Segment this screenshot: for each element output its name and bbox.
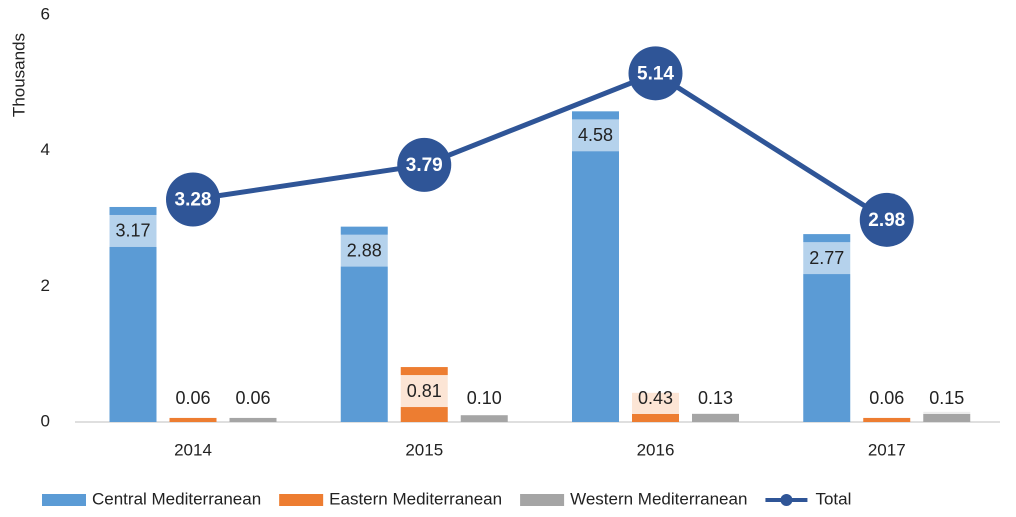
- data-label: 3.79: [406, 155, 443, 176]
- x-tick-label: 2016: [637, 440, 675, 459]
- data-label-box: [164, 382, 222, 414]
- legend-swatch: [279, 494, 324, 506]
- data-label: 2.88: [347, 240, 382, 260]
- bar: [460, 415, 508, 422]
- data-label-box: [797, 242, 856, 275]
- data-label: 0.13: [698, 388, 733, 408]
- data-label-box: [395, 375, 454, 408]
- legend-label: Eastern Mediterranean: [329, 489, 502, 508]
- legend-swatch: [520, 494, 565, 506]
- y-tick-label: 6: [41, 4, 50, 23]
- legend-label: Western Mediterranean: [570, 489, 747, 508]
- data-label-box: [455, 382, 514, 414]
- legend-swatch: [780, 494, 793, 506]
- legend-label: Total: [815, 489, 851, 508]
- y-tick-label: 2: [41, 276, 50, 295]
- x-tick-label: 2015: [405, 440, 443, 459]
- data-label-box: [335, 234, 394, 267]
- data-label: 4.58: [578, 125, 613, 145]
- bar: [169, 417, 217, 422]
- data-label-box: [917, 382, 976, 414]
- line: [192, 70, 889, 222]
- data-label: 0.06: [869, 388, 904, 408]
- data-label-box: [104, 214, 162, 247]
- data-label-box: [626, 382, 685, 414]
- x-tick-label: 2014: [174, 440, 212, 459]
- data-label-box: [686, 382, 745, 414]
- y-tick-label: 0: [41, 411, 50, 430]
- line-marker: [397, 137, 452, 192]
- y-axis-label: Thousands: [9, 33, 28, 117]
- data-label: 0.06: [235, 388, 270, 408]
- line-marker: [628, 46, 683, 101]
- bar: [863, 417, 911, 422]
- data-label: 3.17: [115, 221, 150, 241]
- data-label: 3.28: [175, 190, 212, 211]
- bar: [692, 413, 739, 422]
- data-label: 0.15: [929, 388, 964, 408]
- legend-label: Central Mediterranean: [92, 489, 261, 508]
- x-tick-label: 2017: [868, 440, 906, 459]
- data-label-box: [857, 382, 916, 414]
- data-label: 2.77: [809, 248, 844, 268]
- legend-swatch: [42, 494, 86, 506]
- bar: [229, 417, 277, 422]
- data-label: 0.43: [638, 388, 673, 408]
- data-label: 0.10: [467, 388, 502, 408]
- data-label: 5.14: [637, 63, 674, 84]
- y-tick-label: 4: [41, 140, 50, 159]
- data-label: 2.98: [868, 210, 905, 231]
- data-label: 0.81: [407, 381, 442, 401]
- data-label-box: [224, 382, 282, 414]
- line-marker: [859, 192, 914, 247]
- line-marker: [166, 172, 220, 227]
- data-label: 0.06: [175, 388, 210, 408]
- bar: [923, 411, 971, 422]
- data-label-box: [566, 119, 625, 152]
- bar: [572, 111, 619, 422]
